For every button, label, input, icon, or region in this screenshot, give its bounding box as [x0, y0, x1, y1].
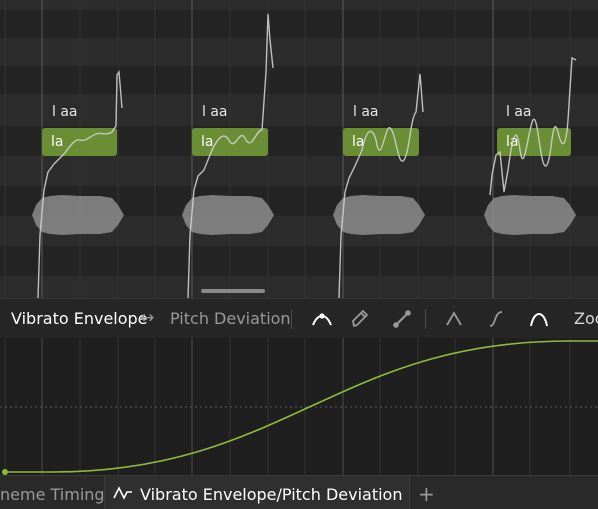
pitch-deviation-button[interactable]: Pitch Deviation: [170, 309, 291, 328]
swap-parameters-button[interactable]: ↔: [140, 308, 155, 328]
piano-roll[interactable]: l aa l aa l aa l aa la la la la: [0, 0, 598, 298]
s-curve-icon[interactable]: [484, 307, 508, 331]
toolbar-divider: [425, 309, 426, 329]
curve-select-icon[interactable]: [310, 307, 334, 331]
waveform-1: [32, 195, 124, 235]
tab-label: neme Timing: [0, 485, 105, 504]
sharp-curve-icon[interactable]: [442, 307, 466, 331]
tab-label: Vibrato Envelope/Pitch Deviation: [140, 485, 403, 504]
note-lyric: la: [506, 134, 519, 150]
smooth-curve-icon[interactable]: [527, 307, 551, 331]
zoom-label[interactable]: Zoo: [574, 309, 598, 328]
note-lyric: la: [201, 134, 214, 150]
note-block[interactable]: la: [343, 128, 419, 156]
waveform-3: [333, 195, 425, 235]
add-tab-button[interactable]: +: [418, 482, 435, 506]
phoneme-label: l aa: [506, 104, 532, 120]
vibrato-envelope-curve[interactable]: [5, 340, 598, 473]
note-lyric: la: [352, 134, 365, 150]
pencil-icon[interactable]: [348, 307, 372, 331]
tab-phoneme-timing[interactable]: neme Timing: [0, 476, 105, 509]
waveform-2: [182, 195, 274, 235]
note-block[interactable]: la: [497, 128, 571, 156]
note-lyric: la: [51, 134, 64, 150]
phoneme-label: l aa: [353, 104, 379, 120]
waveform-4: [484, 195, 576, 235]
parameter-editor[interactable]: [0, 338, 598, 475]
parameter-curve-area[interactable]: [0, 338, 598, 475]
phoneme-label: l aa: [202, 104, 228, 120]
vibrato-wave-icon: [113, 486, 132, 500]
curve-control-point[interactable]: [2, 469, 8, 475]
note-block[interactable]: la: [192, 128, 268, 156]
vibrato-envelope-button[interactable]: Vibrato Envelope: [11, 309, 148, 328]
toolbar-divider: [291, 309, 292, 329]
parameter-tab-bar: neme Timing Vibrato Envelope/Pitch Devia…: [0, 475, 598, 509]
phoneme-label: l aa: [52, 104, 78, 120]
tab-vibrato-envelope-pitch-deviation[interactable]: Vibrato Envelope/Pitch Deviation: [104, 476, 410, 509]
parameter-toolbar: Vibrato Envelope ↔ Pitch Deviation Zoo: [0, 298, 598, 339]
note-block[interactable]: la: [42, 128, 117, 156]
line-tool-icon[interactable]: [390, 307, 414, 331]
scroll-handle[interactable]: [201, 289, 265, 293]
